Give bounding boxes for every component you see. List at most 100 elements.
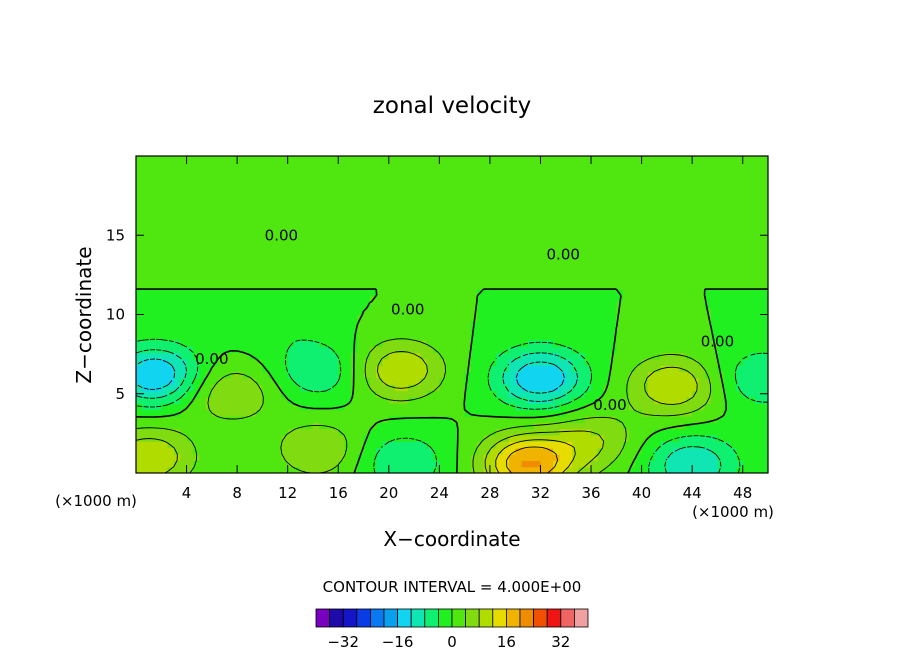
field-cell	[357, 466, 365, 473]
field-cell	[521, 225, 529, 233]
field-cell	[224, 453, 232, 461]
field-cell	[338, 232, 346, 240]
field-cell	[673, 244, 681, 252]
field-cell	[142, 314, 150, 322]
field-cell	[382, 346, 390, 354]
field-cell	[300, 181, 308, 189]
field-cell	[572, 213, 579, 220]
field-cell	[350, 447, 358, 455]
field-cell	[666, 460, 674, 468]
field-cell	[546, 447, 554, 455]
field-cell	[692, 263, 700, 271]
field-cell	[268, 409, 276, 417]
field-cell	[281, 384, 289, 392]
field-cell	[331, 339, 339, 347]
field-cell	[730, 162, 737, 170]
field-cell	[603, 175, 611, 182]
field-cell	[344, 365, 352, 373]
field-cell	[192, 327, 200, 335]
field-cell	[559, 447, 567, 455]
field-cell	[173, 434, 181, 442]
field-cell	[294, 352, 301, 360]
field-cell	[256, 244, 263, 252]
field-cell	[711, 422, 719, 430]
field-cell	[622, 276, 630, 284]
field-cell	[439, 358, 447, 366]
field-cell	[224, 257, 232, 265]
field-cell	[249, 213, 257, 220]
field-cell	[591, 156, 598, 163]
field-cell	[180, 251, 188, 259]
field-cell	[331, 409, 339, 417]
field-cell	[211, 282, 219, 290]
field-cell	[142, 225, 150, 233]
field-cell	[584, 466, 592, 473]
field-cell	[641, 339, 649, 347]
field-cell	[736, 301, 744, 309]
field-cell	[641, 409, 649, 417]
field-cell	[445, 295, 453, 303]
field-cell	[331, 314, 339, 322]
field-cell	[584, 377, 592, 385]
field-cell	[622, 377, 630, 385]
field-cell	[167, 175, 175, 182]
field-cell	[192, 409, 200, 417]
field-cell	[312, 384, 320, 392]
field-cell	[464, 447, 472, 455]
field-cell	[666, 422, 674, 430]
field-cell	[730, 251, 737, 259]
field-cell	[515, 466, 523, 473]
field-cell	[281, 377, 289, 385]
field-cell	[312, 270, 320, 278]
field-cell	[243, 346, 251, 354]
field-cell	[136, 289, 143, 297]
field-cell	[736, 434, 744, 442]
field-cell	[616, 371, 624, 379]
field-cell	[496, 339, 504, 347]
field-cell	[407, 460, 415, 468]
field-cell	[426, 428, 434, 436]
field-cell	[407, 384, 415, 392]
field-cell	[660, 213, 668, 220]
field-cell	[363, 263, 371, 271]
field-cell	[281, 396, 289, 404]
field-cell	[243, 308, 251, 316]
field-cell	[679, 441, 687, 449]
field-cell	[344, 200, 352, 208]
field-cell	[154, 282, 162, 290]
field-cell	[730, 365, 737, 373]
field-cell	[426, 314, 434, 322]
field-cell	[692, 434, 700, 442]
field-cell	[692, 251, 700, 259]
field-cell	[761, 295, 768, 303]
field-cell	[382, 466, 390, 473]
field-cell	[344, 308, 352, 316]
field-cell	[338, 339, 346, 347]
field-cell	[312, 396, 320, 404]
field-cell	[477, 206, 485, 214]
field-cell	[382, 162, 390, 170]
field-cell	[597, 346, 605, 354]
field-cell	[660, 257, 668, 265]
field-cell	[211, 447, 219, 455]
field-cell	[256, 434, 263, 442]
field-cell	[281, 371, 289, 379]
field-cell	[268, 301, 276, 309]
field-cell	[685, 371, 693, 379]
field-cell	[755, 396, 763, 404]
field-cell	[268, 384, 276, 392]
field-cell	[464, 187, 472, 195]
field-cell	[306, 282, 314, 290]
field-cell	[281, 460, 289, 468]
field-cell	[610, 175, 617, 182]
field-cell	[439, 377, 447, 385]
field-cell	[622, 225, 630, 233]
field-cell	[199, 384, 207, 392]
field-cell	[717, 320, 725, 328]
field-cell	[445, 219, 453, 227]
field-cell	[496, 466, 504, 473]
field-cell	[211, 365, 219, 373]
field-cell	[521, 219, 529, 227]
field-cell	[553, 320, 561, 328]
field-cell	[312, 371, 320, 379]
